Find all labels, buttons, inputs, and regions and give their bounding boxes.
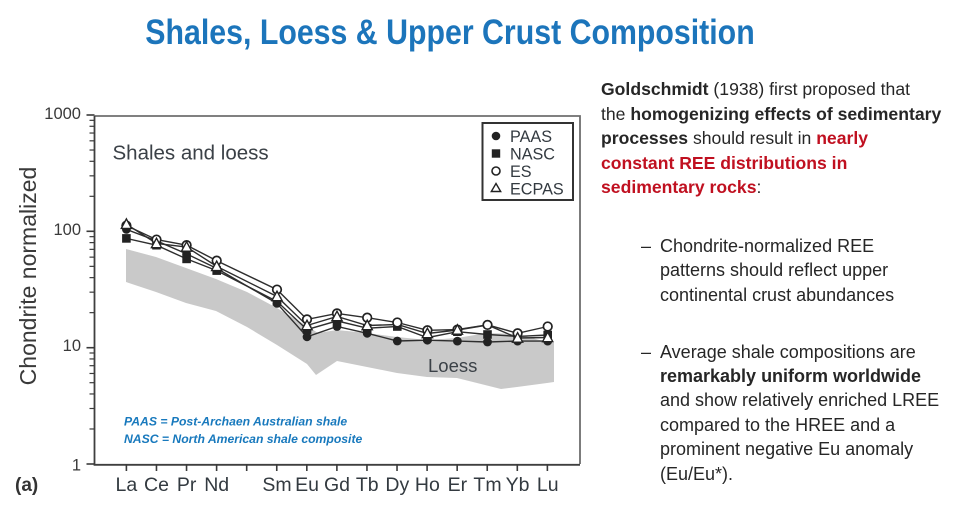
- svg-text:Er: Er: [448, 474, 468, 496]
- svg-text:Shales and loess: Shales and loess: [113, 142, 269, 165]
- svg-text:Dy: Dy: [385, 474, 409, 496]
- svg-text:Pr: Pr: [177, 474, 197, 496]
- svg-text:Gd: Gd: [324, 474, 350, 496]
- svg-text:La: La: [116, 474, 138, 496]
- svg-text:10: 10: [63, 337, 81, 355]
- svg-text:Sm: Sm: [262, 474, 291, 496]
- svg-text:PAAS = Post-Archaen Australian: PAAS = Post-Archaen Australian shale: [124, 415, 347, 429]
- svg-text:Eu: Eu: [295, 474, 319, 496]
- svg-text:Yb: Yb: [506, 474, 530, 496]
- svg-text:ECPAS: ECPAS: [510, 181, 564, 199]
- svg-text:PAAS: PAAS: [510, 128, 552, 146]
- svg-text:1: 1: [72, 457, 81, 475]
- svg-text:Tm: Tm: [473, 474, 501, 496]
- svg-text:(a): (a): [15, 475, 38, 496]
- svg-text:ES: ES: [510, 163, 532, 181]
- svg-text:NASC: NASC: [510, 146, 555, 164]
- svg-text:Ho: Ho: [415, 474, 440, 496]
- svg-text:Lu: Lu: [537, 474, 559, 496]
- svg-text:Loess: Loess: [428, 355, 477, 376]
- svg-text:Tb: Tb: [356, 474, 379, 496]
- svg-text:Ce: Ce: [144, 474, 169, 496]
- svg-text:Nd: Nd: [204, 474, 229, 496]
- svg-text:Chondrite normalized: Chondrite normalized: [15, 167, 41, 386]
- svg-text:1000: 1000: [44, 105, 81, 123]
- svg-text:100: 100: [53, 221, 81, 239]
- svg-text:NASC = North American shale co: NASC = North American shale composite: [124, 432, 363, 446]
